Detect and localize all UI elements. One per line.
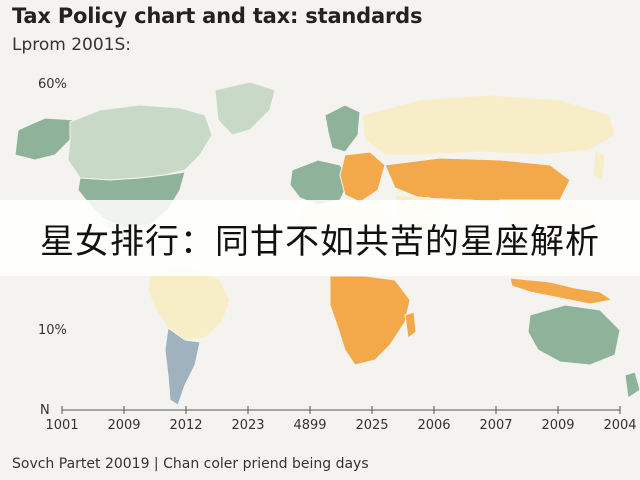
x-tick-label: 2009 xyxy=(107,418,141,433)
x-tick-label: 2023 xyxy=(231,418,265,433)
x-tick-label: 4899 xyxy=(293,418,327,433)
region-japan xyxy=(592,149,606,181)
x-tick-label: 2004 xyxy=(603,418,637,433)
region-new-zealand xyxy=(624,371,640,399)
x-axis: 1001 2009 2012 2023 4899 2025 2006 2007 2009 2004 xyxy=(40,404,640,438)
region-greenland xyxy=(214,81,276,136)
region-sub-saharan-africa xyxy=(329,275,411,366)
region-indonesia xyxy=(509,277,614,305)
y-tick-label: 60% xyxy=(38,77,67,92)
region-europe-east xyxy=(339,151,386,203)
region-madagascar xyxy=(404,311,417,339)
y-tick-label: N xyxy=(40,403,50,418)
x-tick-label: 2012 xyxy=(169,418,203,433)
x-tick-label: 2006 xyxy=(417,418,451,433)
region-canada xyxy=(67,104,213,181)
x-tick-label: 1001 xyxy=(45,418,79,433)
region-south-america-south xyxy=(164,327,201,406)
region-europe-west xyxy=(289,159,351,206)
region-south-america-north xyxy=(147,264,231,341)
chart-title: Tax Policy chart and tax: standards xyxy=(12,4,423,28)
region-australia xyxy=(527,304,621,366)
banner-text: 星女排行：同甘不如共苦的星座解析 xyxy=(40,221,600,262)
chart-subtitle: Lprom 2001S: xyxy=(12,35,132,55)
x-tick-label: 2009 xyxy=(541,418,575,433)
overlay-banner: 星女排行：同甘不如共苦的星座解析 xyxy=(0,200,640,276)
region-russia xyxy=(361,94,616,156)
x-axis-line xyxy=(61,406,621,414)
y-tick-label: 10% xyxy=(38,323,67,338)
region-alaska xyxy=(14,117,76,161)
footer-note: Sovch Partet 20019 | Chan coler priend b… xyxy=(12,456,369,472)
x-tick-label: 2007 xyxy=(479,418,513,433)
x-tick-label: 2025 xyxy=(355,418,389,433)
region-scandinavia xyxy=(324,104,361,153)
